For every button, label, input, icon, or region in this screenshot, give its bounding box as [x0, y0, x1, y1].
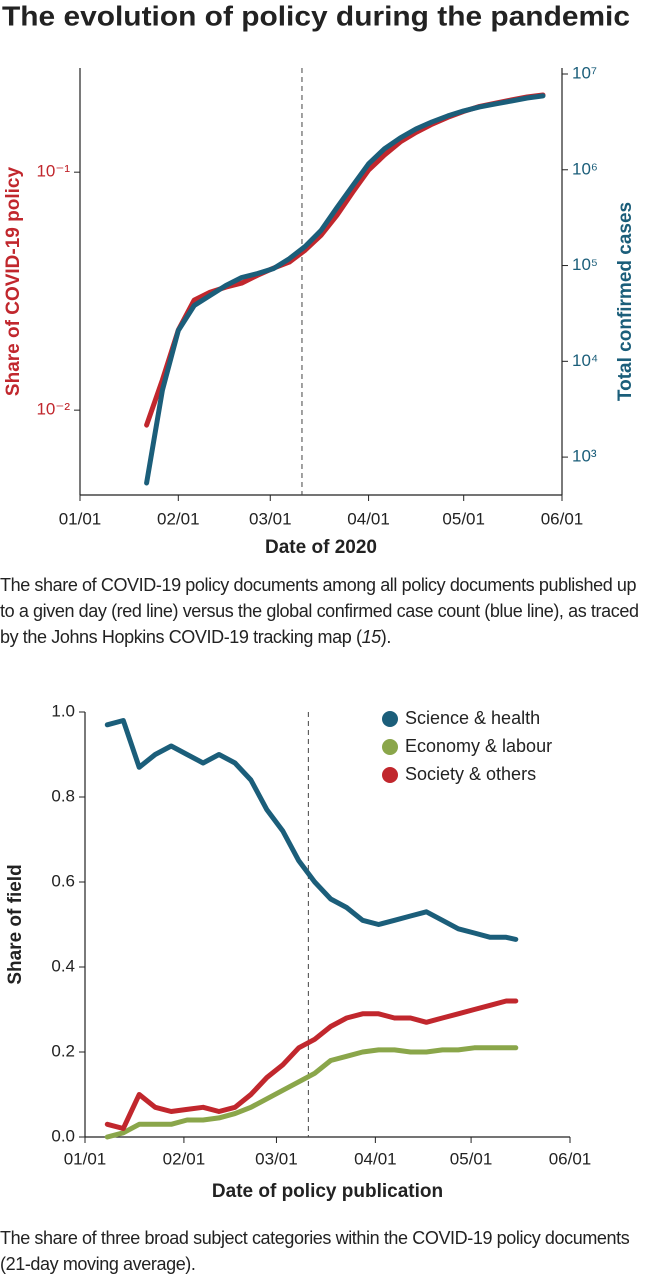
series-line	[144, 93, 546, 486]
series-line	[104, 1045, 519, 1140]
y-tick-label: 0.8	[51, 786, 75, 805]
x-tick-label: 04/01	[354, 1149, 397, 1168]
x-tick-label: 05/01	[442, 509, 485, 528]
y-tick-label: 0.0	[51, 1126, 75, 1145]
series-line	[104, 718, 519, 942]
y2-axis-title: Total confirmed cases	[615, 202, 636, 401]
series-line	[104, 998, 519, 1131]
x-tick-label: 03/01	[255, 1149, 298, 1168]
caption: The share of COVID-19 policy documents a…	[0, 572, 645, 650]
caption: The share of three broad subject categor…	[0, 1225, 645, 1277]
x-axis-title: Date of 2020	[265, 537, 377, 558]
y2-tick-label: 10⁵	[572, 255, 598, 274]
legend-marker	[382, 739, 398, 755]
y-axis-title: Share of field	[5, 864, 26, 984]
x-tick-label: 04/01	[347, 509, 390, 528]
y-tick-label: 0.2	[51, 1041, 75, 1060]
y2-tick-label: 10⁴	[572, 351, 598, 370]
legend-marker	[382, 767, 398, 783]
legend-label: Science & health	[405, 708, 540, 728]
caption-text: The share of COVID-19 policy documents a…	[0, 575, 639, 647]
x-tick-label: 01/01	[59, 509, 102, 528]
x-tick-label: 02/01	[163, 1149, 206, 1168]
y2-tick-label: 10³	[572, 447, 597, 466]
x-tick-label: 06/01	[549, 1149, 592, 1168]
legend-marker	[382, 711, 398, 727]
y-tick-label: 1.0	[51, 701, 75, 720]
legend-label: Economy & labour	[405, 736, 552, 756]
y2-tick-label: 10⁷	[572, 63, 597, 82]
y2-tick-label: 10⁶	[572, 159, 598, 178]
x-tick-label: 01/01	[64, 1149, 107, 1168]
x-tick-label: 03/01	[249, 509, 292, 528]
caption-text: The share of three broad subject categor…	[0, 1228, 630, 1274]
x-axis-title: Date of policy publication	[212, 1181, 443, 1202]
y-axis-title: Share of COVID-19 policy	[3, 167, 24, 397]
y-tick-label: 0.6	[51, 871, 75, 890]
legend-label: Society & others	[405, 764, 536, 784]
x-tick-label: 05/01	[450, 1149, 493, 1168]
x-tick-label: 06/01	[541, 509, 584, 528]
y-tick-label: 10⁻¹	[36, 162, 70, 181]
x-tick-label: 02/01	[157, 509, 200, 528]
caption-text: 15	[361, 627, 382, 647]
series-line	[144, 92, 546, 428]
figure-title: The evolution of policy during the pande…	[2, 0, 630, 31]
caption-text: ).	[380, 627, 392, 647]
y-tick-label: 10⁻²	[36, 400, 70, 419]
y-tick-label: 0.4	[51, 956, 75, 975]
